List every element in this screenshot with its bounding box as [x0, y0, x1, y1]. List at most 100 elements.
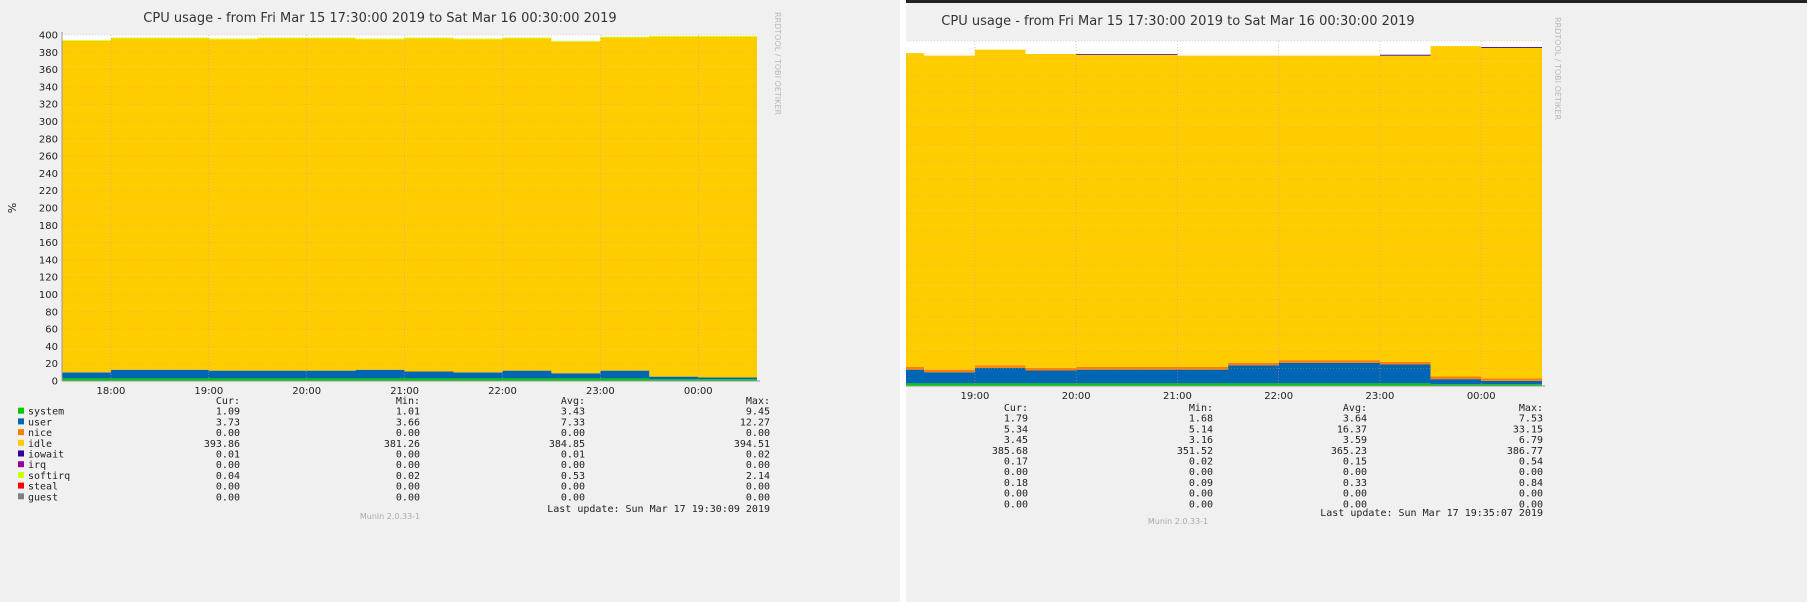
- legend-cur-softirq: 0.18: [1004, 478, 1028, 489]
- legend-cur-softirq: 0.04: [216, 471, 240, 482]
- legend-avg-steal: 0.00: [561, 482, 585, 493]
- y-tick-label: 380: [39, 48, 58, 59]
- legend-swatch-softirq: [18, 471, 24, 478]
- x-tick-label: 00:00: [684, 386, 713, 397]
- legend-name-guest: guest: [28, 492, 58, 503]
- legend-header: Min:: [1189, 403, 1213, 414]
- legend-swatch-system: [18, 407, 24, 414]
- legend-avg-guest: 0.00: [1343, 499, 1367, 510]
- legend-cur-iowait: 0.01: [216, 450, 240, 461]
- y-tick-label: 400: [39, 31, 58, 42]
- legend-header: Avg:: [1343, 403, 1367, 414]
- y-tick-label: 220: [39, 186, 58, 197]
- legend-cur-steal: 0.00: [216, 482, 240, 493]
- legend-header: Max:: [746, 396, 770, 407]
- legend-avg-guest: 0.00: [561, 492, 585, 503]
- legend-min-system: 1.01: [396, 407, 420, 418]
- legend-min-iowait: 0.02: [1189, 457, 1213, 468]
- cpu-usage-chart-right: CPU usage - from Fri Mar 15 17:30:00 201…: [906, 14, 1562, 526]
- legend-min-system: 1.68: [1189, 414, 1213, 425]
- legend-avg-irq: 0.00: [561, 460, 585, 471]
- legend-header: Cur:: [1004, 403, 1028, 414]
- legend-cur-idle: 393.86: [204, 439, 240, 450]
- x-tick-label: 19:00: [960, 391, 989, 402]
- legend-cur-user: 3.73: [216, 417, 240, 428]
- cpu-chart-panel-right: CPU usage - from Fri Mar 15 17:30:00 201…: [906, 0, 1807, 602]
- x-tick-label: 18:00: [97, 386, 126, 397]
- y-tick-label: 60: [45, 325, 58, 336]
- y-tick-label: 140: [39, 255, 58, 266]
- legend-name-idle: idle: [28, 439, 52, 450]
- legend-max-iowait: 0.54: [1519, 457, 1543, 468]
- legend-cur-steal: 0.00: [1004, 489, 1028, 500]
- legend-header: Avg:: [561, 396, 585, 407]
- legend-cur-nice: 3.45: [1004, 435, 1028, 446]
- legend-max-nice: 6.79: [1519, 435, 1543, 446]
- legend-avg-irq: 0.00: [1343, 467, 1367, 478]
- legend-cur-irq: 0.00: [1004, 467, 1028, 478]
- area-series-user: [906, 362, 1542, 385]
- y-tick-label: 160: [39, 238, 58, 249]
- rrdtool-credit: RRDTOOL / TOBI OETIKER: [1553, 17, 1562, 120]
- legend-cur-user: 5.34: [1004, 424, 1028, 435]
- legend-max-system: 9.45: [746, 407, 770, 418]
- legend-min-steal: 0.00: [1189, 489, 1213, 500]
- y-tick-label: 80: [45, 307, 58, 318]
- legend-avg-user: 16.37: [1337, 424, 1367, 435]
- x-tick-label: 23:00: [1366, 391, 1395, 402]
- x-tick-label: 20:00: [292, 386, 321, 397]
- y-tick-label: 320: [39, 100, 58, 111]
- legend-max-user: 12.27: [740, 417, 770, 428]
- legend-cur-guest: 0.00: [1004, 499, 1028, 510]
- legend-max-idle: 386.77: [1507, 446, 1543, 457]
- legend-cur-irq: 0.00: [216, 460, 240, 471]
- y-axis-label: %: [6, 203, 19, 213]
- legend-avg-idle: 384.85: [549, 439, 585, 450]
- y-tick-label: 360: [39, 65, 58, 76]
- legend-min-softirq: 0.02: [396, 471, 420, 482]
- legend-max-irq: 0.00: [1519, 467, 1543, 478]
- legend-max-steal: 0.00: [746, 482, 770, 493]
- legend-header: Min:: [396, 396, 420, 407]
- area-series-user: [62, 369, 757, 380]
- last-update: Last update: Sun Mar 17 19:35:07 2019: [1320, 508, 1543, 519]
- legend-min-nice: 0.00: [396, 428, 420, 439]
- legend-max-guest: 0.00: [1519, 499, 1543, 510]
- x-tick-label: 22:00: [488, 386, 517, 397]
- y-tick-label: 300: [39, 117, 58, 128]
- legend-max-user: 33.15: [1513, 424, 1543, 435]
- legend-cur-guest: 0.00: [216, 492, 240, 503]
- legend-max-idle: 394.51: [734, 439, 770, 450]
- legend-max-softirq: 0.84: [1519, 478, 1543, 489]
- last-update: Last update: Sun Mar 17 19:30:09 2019: [547, 504, 770, 515]
- munin-version: Munin 2.0.33-1: [1148, 517, 1208, 526]
- legend-avg-steal: 0.00: [1343, 489, 1367, 500]
- x-tick-label: 22:00: [1264, 391, 1293, 402]
- y-tick-label: 20: [45, 359, 58, 370]
- legend-name-iowait: iowait: [28, 450, 64, 461]
- legend-name-nice: nice: [28, 428, 52, 439]
- legend-swatch-guest: [18, 493, 24, 500]
- y-tick-label: 200: [39, 204, 58, 215]
- area-series-system: [906, 383, 1542, 386]
- x-tick-label: 00:00: [1467, 391, 1496, 402]
- x-tick-label: 23:00: [586, 386, 615, 397]
- legend-name-softirq: softirq: [28, 471, 70, 482]
- y-tick-label: 280: [39, 134, 58, 145]
- legend-min-softirq: 0.09: [1189, 478, 1213, 489]
- x-tick-label: 20:00: [1062, 391, 1091, 402]
- legend-swatch-idle: [18, 439, 24, 446]
- area-series-idle: [906, 46, 1542, 379]
- legend-min-idle: 381.26: [384, 439, 420, 450]
- area-series-nice: [906, 360, 1542, 381]
- y-tick-label: 0: [52, 377, 58, 388]
- y-tick-label: 340: [39, 82, 58, 93]
- legend-min-guest: 0.00: [1189, 499, 1213, 510]
- legend-name-user: user: [28, 417, 52, 428]
- chart-title: CPU usage - from Fri Mar 15 17:30:00 201…: [941, 14, 1414, 29]
- cpu-usage-chart-left: CPU usage - from Fri Mar 15 17:30:00 201…: [6, 11, 782, 521]
- legend-avg-idle: 365.23: [1331, 446, 1367, 457]
- cpu-chart-panel-left: CPU usage - from Fri Mar 15 17:30:00 201…: [0, 0, 900, 602]
- legend-max-softirq: 2.14: [746, 471, 770, 482]
- legend-min-steal: 0.00: [396, 482, 420, 493]
